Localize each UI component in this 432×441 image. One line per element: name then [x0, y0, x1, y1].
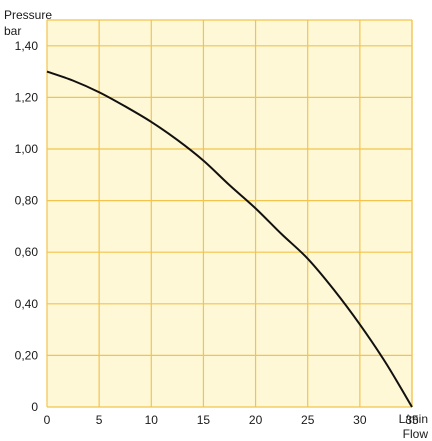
x-tick-label: 20 — [249, 413, 263, 427]
y-tick-label: 0,80 — [15, 194, 39, 208]
x-tick-label: 0 — [44, 413, 51, 427]
y-tick-label: 0 — [31, 400, 38, 414]
x-tick-label: 30 — [353, 413, 367, 427]
pressure-curve — [46, 70, 413, 408]
x-axis-ticks: 0 5 10 15 20 25 30 35 — [44, 413, 419, 427]
y-tick-label: 1,40 — [15, 39, 39, 53]
x-axis-label-flow: Flow — [403, 427, 429, 441]
y-tick-label: 0,60 — [15, 245, 39, 259]
y-axis-label-unit: bar — [4, 24, 21, 38]
x-tick-label: 10 — [145, 413, 159, 427]
x-tick-label: 35 — [405, 413, 419, 427]
plot-area — [47, 20, 412, 407]
x-axis-label-unit: L/min — [399, 412, 428, 426]
y-axis-ticks: 0 0,20 0,40 0,60 0,80 1,00 1,20 1,40 — [15, 39, 39, 414]
x-tick-label: 5 — [96, 413, 103, 427]
y-tick-label: 0,40 — [15, 297, 39, 311]
y-axis-label-pressure: Pressure — [4, 8, 52, 22]
y-tick-label: 0,20 — [15, 348, 39, 362]
grid — [46, 19, 413, 408]
y-tick-label: 1,00 — [15, 142, 39, 156]
x-tick-label: 25 — [301, 413, 315, 427]
y-tick-label: 1,20 — [15, 90, 39, 104]
x-tick-label: 15 — [197, 413, 211, 427]
